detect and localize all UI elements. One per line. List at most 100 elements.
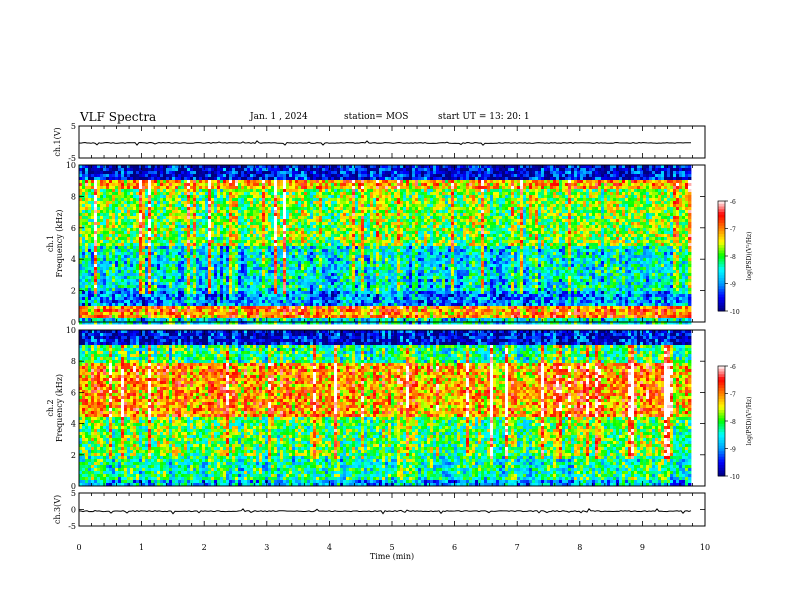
- spectrogram-cell: [160, 243, 163, 246]
- spectrogram-cell: [202, 216, 205, 219]
- spectrogram-cell: [271, 261, 274, 264]
- spectrogram-cell: [112, 165, 115, 168]
- spectrogram-cell: [226, 186, 229, 189]
- spectrogram-cell: [328, 294, 331, 297]
- spectrogram-cell: [88, 222, 91, 225]
- spectrogram-cell: [238, 168, 241, 171]
- spectrogram-cell: [334, 264, 337, 267]
- spectrogram-cell: [199, 276, 202, 279]
- spectrogram-cell: [133, 279, 136, 282]
- spectrogram-cell: [352, 204, 355, 207]
- spectrogram-cell: [196, 291, 199, 294]
- spectrogram-cell: [91, 228, 94, 231]
- spectrogram-cell: [271, 210, 274, 213]
- spectrogram-cell: [253, 258, 256, 261]
- spectrogram-cell: [196, 201, 199, 204]
- spectrogram-cell: [229, 222, 232, 225]
- spectrogram-cell: [184, 213, 187, 216]
- spectrogram-cell: [100, 255, 103, 258]
- spectrogram-cell: [124, 192, 127, 195]
- spectrogram-cell: [319, 315, 322, 318]
- spectrogram-cell: [238, 216, 241, 219]
- spectrogram-cell: [184, 309, 187, 312]
- spectrogram-cell: [79, 276, 82, 279]
- spectrogram-cell: [130, 168, 133, 171]
- spectrogram-cell: [217, 273, 220, 276]
- spectrogram-cell: [202, 249, 205, 252]
- spectrogram-cell: [238, 192, 241, 195]
- spectrogram-cell: [214, 288, 217, 291]
- spectrogram-cell: [349, 288, 352, 291]
- spectrogram-cell: [220, 282, 223, 285]
- spectrogram-cell: [247, 192, 250, 195]
- spectrogram-cell: [349, 204, 352, 207]
- spectrogram-cell: [115, 243, 118, 246]
- spectrogram-cell: [259, 255, 262, 258]
- spectrogram-cell: [205, 312, 208, 315]
- spectrogram-cell: [259, 243, 262, 246]
- spectrogram-cell: [88, 297, 91, 300]
- spectrogram-cell: [142, 270, 145, 273]
- spectrogram-cell: [142, 297, 145, 300]
- spectrogram-cell: [79, 264, 82, 267]
- spectrogram-cell: [208, 279, 211, 282]
- spectrogram-cell: [286, 318, 289, 321]
- spectrogram-cell: [319, 210, 322, 213]
- spectrogram-cell: [145, 285, 148, 288]
- spectrogram-cell: [103, 171, 106, 174]
- spectrogram-cell: [121, 225, 124, 228]
- spectrogram-cell: [163, 183, 166, 186]
- spectrogram-cell: [343, 216, 346, 219]
- spectrogram-cell: [208, 273, 211, 276]
- spectrogram-cell: [187, 315, 190, 318]
- spectrogram-cell: [301, 165, 304, 168]
- spectrogram-cell: [154, 249, 157, 252]
- spectrogram-cell: [211, 252, 214, 255]
- spectrogram-cell: [121, 174, 124, 177]
- spectrogram-cell: [172, 261, 175, 264]
- spectrogram-cell: [175, 237, 178, 240]
- spectrogram-cell: [169, 186, 172, 189]
- spectrogram-cell: [235, 264, 238, 267]
- spectrogram-cell: [139, 303, 142, 306]
- spectrogram-cell: [313, 297, 316, 300]
- spectrogram-cell: [202, 171, 205, 174]
- spectrogram-cell: [175, 267, 178, 270]
- spectrogram-cell: [118, 285, 121, 288]
- spectrogram-cell: [166, 168, 169, 171]
- spectrogram-cell: [256, 267, 259, 270]
- spectrogram-cell: [217, 210, 220, 213]
- spectrogram-cell: [202, 231, 205, 234]
- spectrogram-cell: [322, 243, 325, 246]
- spectrogram-cell: [187, 189, 190, 192]
- spectrogram-cell: [271, 195, 274, 198]
- spectrogram-cell: [202, 288, 205, 291]
- spectrogram-cell: [115, 276, 118, 279]
- spectrogram-cell: [253, 279, 256, 282]
- spectrogram-cell: [283, 183, 286, 186]
- spectrogram-cell: [127, 219, 130, 222]
- spectrogram-cell: [136, 207, 139, 210]
- spectrogram-cell: [220, 222, 223, 225]
- spectrogram-cell: [154, 264, 157, 267]
- spectrogram-cell: [169, 270, 172, 273]
- spectrogram-cell: [301, 183, 304, 186]
- spectrogram-cell: [115, 270, 118, 273]
- spectrogram-cell: [133, 213, 136, 216]
- spectrogram-cell: [139, 282, 142, 285]
- spectrogram-cell: [181, 180, 184, 183]
- spectrogram-cell: [349, 240, 352, 243]
- spectrogram-cell: [235, 291, 238, 294]
- spectrogram-cell: [154, 204, 157, 207]
- spectrogram-cell: [280, 204, 283, 207]
- spectrogram-cell: [256, 318, 259, 321]
- spectrogram-cell: [340, 240, 343, 243]
- spectrogram-cell: [316, 171, 319, 174]
- spectrogram-cell: [136, 258, 139, 261]
- spectrogram-cell: [256, 315, 259, 318]
- spectrogram-cell: [343, 219, 346, 222]
- spectrogram-cell: [103, 285, 106, 288]
- spectrogram-cell: [187, 246, 190, 249]
- spectrogram-cell: [262, 216, 265, 219]
- spectrogram-cell: [112, 207, 115, 210]
